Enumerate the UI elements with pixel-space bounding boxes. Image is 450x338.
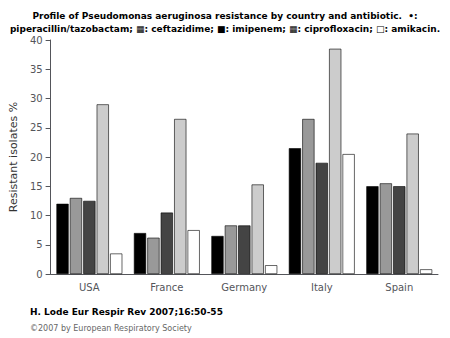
svg-text:30: 30 bbox=[30, 93, 43, 104]
svg-text:0: 0 bbox=[36, 269, 42, 280]
svg-text:15: 15 bbox=[30, 181, 43, 192]
svg-text:25: 25 bbox=[30, 122, 43, 133]
svg-text:France: France bbox=[150, 282, 183, 293]
svg-text:Profile of Pseudomonas aerugin: Profile of Pseudomonas aeruginosa resist… bbox=[32, 11, 417, 21]
svg-text:20: 20 bbox=[30, 152, 43, 163]
svg-text:Spain: Spain bbox=[385, 282, 413, 293]
svg-text:10: 10 bbox=[30, 210, 43, 221]
svg-text:H. Lode Eur Respir Rev 2007;16: H. Lode Eur Respir Rev 2007;16:50-55 bbox=[30, 307, 223, 317]
svg-text:5: 5 bbox=[36, 239, 42, 250]
svg-text:USA: USA bbox=[79, 282, 100, 293]
svg-text:©2007 by European Respiratory: ©2007 by European Respiratory Society bbox=[30, 324, 192, 333]
svg-text:Germany: Germany bbox=[221, 282, 267, 293]
svg-text:40: 40 bbox=[30, 35, 43, 46]
svg-text:Italy: Italy bbox=[311, 282, 333, 293]
svg-text:Resistant isolates %: Resistant isolates % bbox=[7, 102, 20, 212]
svg-text:35: 35 bbox=[30, 64, 43, 75]
svg-text:piperacillin/tazobactam; ▦: ce: piperacillin/tazobactam; ▦: ceftazidime;… bbox=[10, 24, 440, 34]
